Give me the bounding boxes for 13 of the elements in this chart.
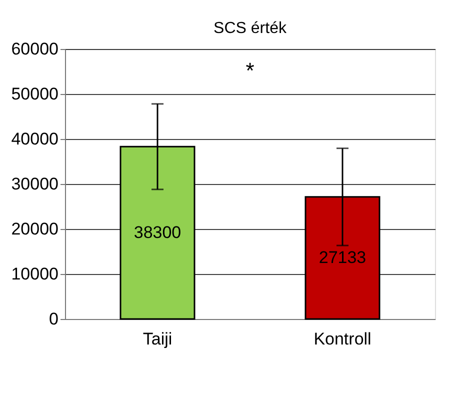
y-tick-label: 50000 (11, 84, 58, 104)
data-label: 38300 (134, 222, 182, 242)
y-tick-label: 0 (49, 310, 58, 328)
y-tick-label: 10000 (11, 264, 58, 284)
data-label: 27133 (318, 248, 366, 267)
chart-title: SCS érték (214, 20, 288, 37)
x-tick-label: Kontroll (314, 330, 372, 348)
y-tick-label: 60000 (11, 40, 58, 58)
y-tick-label: 30000 (11, 174, 58, 194)
y-tick-label: 40000 (11, 130, 58, 148)
annotation: * (246, 58, 255, 83)
y-tick-label: 20000 (11, 220, 58, 238)
x-tick-label: Taiji (142, 330, 172, 348)
